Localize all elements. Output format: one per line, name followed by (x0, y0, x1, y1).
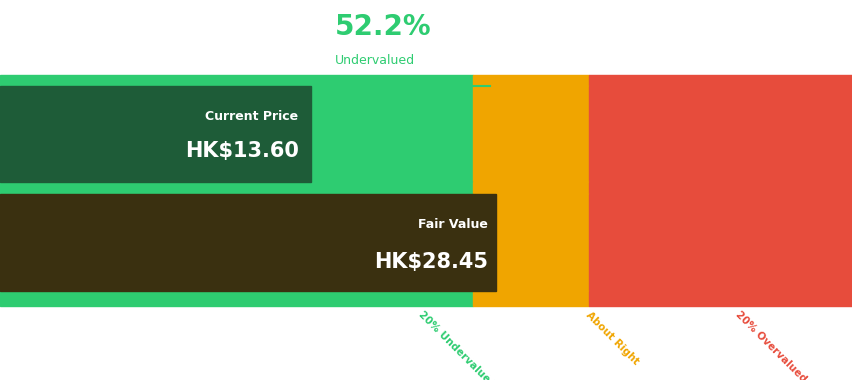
Bar (588, 75, 852, 86)
Bar (473, 182, 588, 194)
Bar (588, 182, 852, 194)
Text: About Right: About Right (584, 310, 640, 366)
Text: Current Price: Current Price (205, 110, 298, 123)
Bar (0, 182, 473, 194)
Text: HK$13.60: HK$13.60 (185, 141, 298, 161)
Bar (0, 86, 311, 182)
Bar (0, 291, 473, 306)
Bar (473, 75, 588, 86)
Bar (588, 194, 852, 291)
Text: 20% Undervalued: 20% Undervalued (417, 310, 497, 380)
Text: Undervalued: Undervalued (334, 54, 414, 67)
Text: 20% Overvalued: 20% Overvalued (733, 310, 807, 380)
Bar (0, 194, 496, 291)
Bar (473, 86, 588, 182)
Bar (0, 194, 473, 291)
Bar (473, 194, 588, 291)
Text: HK$28.45: HK$28.45 (373, 252, 487, 272)
Bar (588, 86, 852, 182)
Bar (473, 291, 588, 306)
Text: 52.2%: 52.2% (334, 13, 430, 41)
Bar (0, 75, 473, 86)
Text: Fair Value: Fair Value (417, 218, 487, 231)
Bar (0, 86, 473, 182)
Bar (588, 291, 852, 306)
